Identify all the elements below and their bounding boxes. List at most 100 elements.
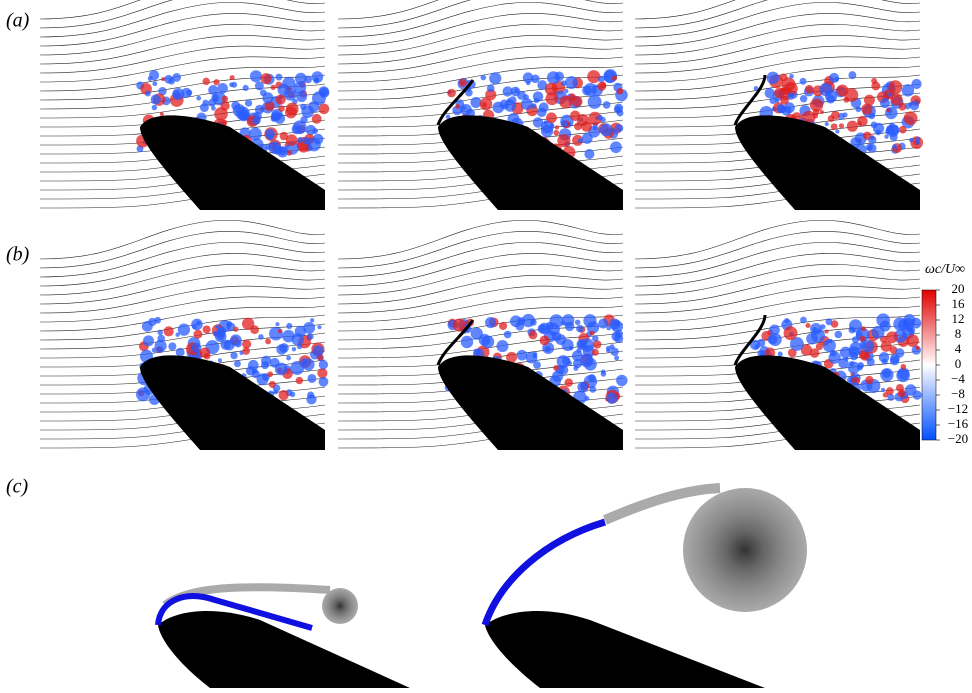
vorticity-blob (202, 77, 210, 86)
vorticity-blob (805, 322, 811, 329)
streamline (634, 34, 921, 65)
vorticity-blob (203, 352, 211, 360)
vorticity-blob (230, 351, 238, 360)
streamline (634, 65, 921, 92)
vorticity-blob (506, 351, 518, 363)
streamline (337, 2, 624, 38)
vorticity-blob (848, 71, 857, 80)
vorticity-blob (880, 368, 894, 382)
vorticity-blob (889, 133, 898, 142)
vorticity-blob (896, 384, 904, 392)
vorticity-blob (157, 334, 166, 343)
vorticity-blob (597, 81, 607, 91)
streamline (634, 274, 921, 305)
vorticity-blob (783, 102, 795, 114)
vorticity-blob (560, 80, 567, 87)
vorticity-blob (445, 114, 451, 119)
vorticity-blob (220, 101, 230, 111)
vorticity-blob (822, 339, 836, 353)
streamline (634, 242, 921, 278)
vorticity-blob (861, 103, 873, 115)
vorticity-blob (533, 361, 541, 369)
vorticity-blob (898, 102, 907, 111)
vorticity-blob (863, 94, 875, 106)
vorticity-blob (248, 127, 262, 141)
vorticity-blob (784, 81, 798, 96)
vorticity-blob (574, 319, 581, 326)
vorticity-blob (553, 364, 559, 371)
streamline (39, 253, 326, 287)
vorticity-blob (317, 325, 322, 330)
vorticity-blob (284, 106, 297, 119)
vorticity-blob (572, 358, 583, 369)
vorticity-blob (903, 314, 916, 327)
vorticity-blob (809, 98, 824, 112)
streamline (39, 305, 326, 332)
vorticity-blob (307, 373, 317, 383)
vorticity-blob (865, 375, 874, 385)
vorticity-blob (912, 390, 922, 400)
vorticity-blob (285, 134, 298, 146)
vorticity-blob (764, 347, 776, 358)
vorticity-blob (846, 120, 858, 132)
vorticity-blob (885, 387, 894, 396)
flow-panels (39, 0, 924, 450)
vorticity-blob (318, 103, 330, 115)
vorticity-blob (779, 73, 788, 82)
vorticity-blob (591, 348, 599, 356)
vorticity-blob (318, 376, 329, 387)
vorticity-blob (568, 93, 577, 101)
vorticity-blob (584, 149, 595, 160)
vorticity-blob (470, 97, 482, 108)
streamline (634, 13, 921, 47)
vorticity-blob (254, 104, 265, 115)
streamline (39, 274, 326, 305)
vorticity-blob (290, 361, 305, 375)
vorticity-blob (799, 94, 808, 103)
vorticity-blob (838, 123, 845, 129)
vorticity-blob (536, 107, 547, 117)
vorticity-blob (312, 345, 324, 357)
airfoil (438, 355, 623, 450)
streamline (337, 285, 624, 314)
vorticity-blob (888, 80, 903, 95)
streamline (39, 242, 326, 278)
vorticity-blob (248, 359, 259, 371)
vorticity-blob (861, 339, 875, 353)
airfoil (140, 355, 325, 450)
vorticity-blob (847, 361, 860, 374)
vorticity-blob (915, 345, 920, 351)
vorticity-blob (261, 361, 270, 370)
streamline (337, 0, 624, 29)
airfoil (735, 115, 920, 210)
vorticity-blob (220, 339, 231, 350)
vorticity-blob (878, 351, 890, 363)
vorticity-blob (309, 318, 315, 323)
vorticity-blob (786, 92, 795, 100)
vorticity-blob (286, 355, 292, 361)
vorticity-blob (295, 72, 307, 85)
vorticity-blob (769, 324, 780, 336)
streamline (634, 24, 921, 56)
flap (733, 314, 767, 366)
vorticity-blob (592, 335, 599, 342)
vorticity-blob (593, 126, 598, 131)
vorticity-blob (606, 348, 611, 353)
vorticity-blob (886, 124, 900, 137)
vorticity-blob (231, 101, 241, 111)
vorticity-blob (300, 103, 307, 111)
colorbar (921, 289, 937, 441)
streamline (337, 274, 624, 305)
vorticity-blob (158, 87, 167, 96)
streamline (634, 253, 921, 287)
vorticity-blob (485, 89, 497, 101)
vorticity-blob (260, 73, 272, 85)
vorticity-blob (555, 334, 567, 345)
streamline (634, 231, 921, 269)
vorticity-blob (258, 334, 264, 340)
colorbar-tick-label: 20 (952, 281, 965, 296)
vorticity-blob (613, 319, 621, 327)
vorticity-blob (825, 318, 833, 326)
vorticity-blob (264, 100, 275, 112)
vorticity-blob (583, 83, 597, 97)
